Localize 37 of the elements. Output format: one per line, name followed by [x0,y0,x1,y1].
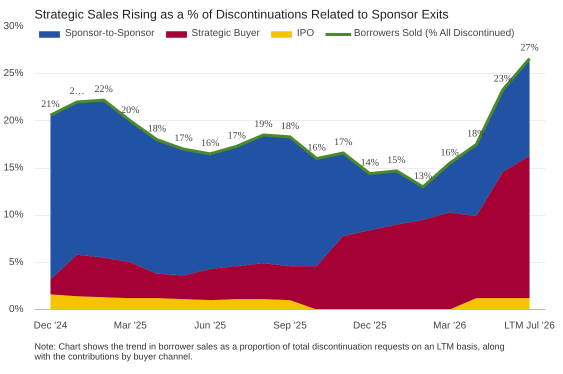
legend-label: IPO [296,28,316,39]
data-label: 16% [440,147,459,158]
data-label: 19% [254,118,273,130]
data-label: 2… [70,86,85,97]
x-tick-label: Dec '25 [353,320,388,332]
data-label: 16% [200,138,220,149]
y-tick-label: 10% [3,210,24,221]
data-label: 21% [41,99,60,110]
data-label: 13% [414,170,432,182]
data-label: 20% [121,104,140,116]
legend-label: Sponsor-to-Sponsor [65,28,154,39]
y-tick-label: 5% [9,256,24,268]
x-tick-label: Mar '25 [114,320,148,332]
x-tick-label: LTM Jul '26 [504,320,556,332]
legend-label: Strategic Buyer [192,28,260,39]
y-tick-label: 25% [3,68,24,80]
y-tick-label: 15% [3,162,24,174]
x-tick-label: Dec '24 [34,320,68,332]
x-tick-label: Mar '26 [433,320,467,332]
data-label: 27% [520,42,539,54]
data-label: 22% [94,84,113,96]
data-label: 18% [148,124,166,135]
data-label: 17% [228,130,246,142]
data-label: 17% [334,136,352,148]
y-tick-label: 30% [3,21,24,32]
data-label: 18% [280,120,300,132]
y-tick-label: 0% [9,304,24,315]
text: Note: Chart shows the trend in borrower sales as a proportion of total discontinuation requests on an LTM basis, along with the contributions by buyer channel. [34,342,505,362]
legend-label: Borrowers Sold (% All Discontinued) [354,28,514,39]
data-label: 14% [360,158,380,169]
data-label: 16% [307,142,326,154]
data-label: 17% [174,133,193,144]
chart-title: Strategic Sales Rising as a % of Discontinuations Related to Sponsor Exits [34,8,449,22]
x-tick-label: Sep '25 [273,320,308,332]
y-tick-label: 20% [3,115,24,126]
data-label: 15% [387,154,406,166]
x-tick-label: Jun '25 [194,320,227,332]
